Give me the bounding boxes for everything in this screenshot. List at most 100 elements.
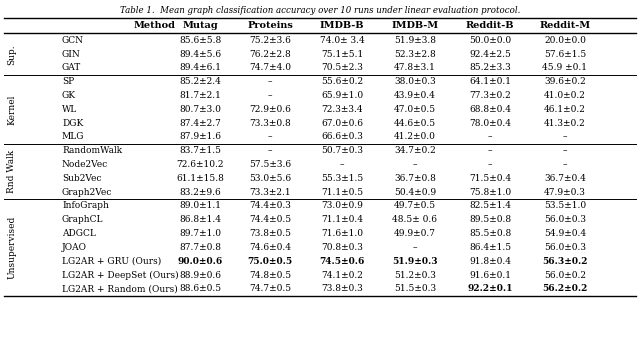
- Text: 53.0±5.6: 53.0±5.6: [249, 174, 291, 183]
- Text: 34.7±0.2: 34.7±0.2: [394, 146, 436, 155]
- Text: –: –: [563, 160, 567, 169]
- Text: Reddit-B: Reddit-B: [466, 22, 515, 30]
- Text: –: –: [488, 132, 492, 142]
- Text: RandomWalk: RandomWalk: [62, 146, 122, 155]
- Text: 41.0±0.2: 41.0±0.2: [544, 91, 586, 100]
- Text: 86.4±1.5: 86.4±1.5: [469, 243, 511, 252]
- Text: Reddit-M: Reddit-M: [540, 22, 591, 30]
- Text: 67.0±0.6: 67.0±0.6: [321, 119, 363, 128]
- Text: 88.6±0.5: 88.6±0.5: [179, 284, 221, 293]
- Text: Table 1.  Mean graph classification accuracy over 10 runs under linear evaluatio: Table 1. Mean graph classification accur…: [120, 6, 520, 15]
- Text: 74.1±0.2: 74.1±0.2: [321, 270, 363, 279]
- Text: 81.7±2.1: 81.7±2.1: [179, 91, 221, 100]
- Text: –: –: [563, 146, 567, 155]
- Text: 48.5± 0.6: 48.5± 0.6: [392, 215, 438, 224]
- Text: 89.4±5.6: 89.4±5.6: [179, 50, 221, 59]
- Text: LG2AR + Random (Ours): LG2AR + Random (Ours): [62, 284, 178, 293]
- Text: 50.4±0.9: 50.4±0.9: [394, 188, 436, 197]
- Text: 72.9±0.6: 72.9±0.6: [249, 105, 291, 114]
- Text: 71.5±0.4: 71.5±0.4: [469, 174, 511, 183]
- Text: 85.5±0.8: 85.5±0.8: [469, 229, 511, 238]
- Text: 89.4±6.1: 89.4±6.1: [179, 64, 221, 73]
- Text: 55.3±1.5: 55.3±1.5: [321, 174, 363, 183]
- Text: –: –: [488, 146, 492, 155]
- Text: 74.7±4.0: 74.7±4.0: [249, 64, 291, 73]
- Text: 75.2±3.6: 75.2±3.6: [249, 36, 291, 45]
- Text: MLG: MLG: [62, 132, 84, 142]
- Text: 92.2±0.1: 92.2±0.1: [467, 284, 513, 293]
- Text: 51.9±0.3: 51.9±0.3: [392, 257, 438, 266]
- Text: 77.3±0.2: 77.3±0.2: [469, 91, 511, 100]
- Text: 71.6±1.0: 71.6±1.0: [321, 229, 363, 238]
- Text: 53.5±1.0: 53.5±1.0: [544, 201, 586, 210]
- Text: 65.9±1.0: 65.9±1.0: [321, 91, 363, 100]
- Text: DGK: DGK: [62, 119, 83, 128]
- Text: Method: Method: [134, 22, 176, 30]
- Text: 74.4±0.5: 74.4±0.5: [249, 215, 291, 224]
- Text: 85.6±5.8: 85.6±5.8: [179, 36, 221, 45]
- Text: –: –: [268, 132, 272, 142]
- Text: 56.2±0.2: 56.2±0.2: [542, 284, 588, 293]
- Text: 38.0±0.3: 38.0±0.3: [394, 77, 436, 86]
- Text: 39.6±0.2: 39.6±0.2: [544, 77, 586, 86]
- Text: 41.3±0.2: 41.3±0.2: [544, 119, 586, 128]
- Text: ADGCL: ADGCL: [62, 229, 96, 238]
- Text: 74.4±0.3: 74.4±0.3: [249, 201, 291, 210]
- Text: –: –: [268, 91, 272, 100]
- Text: 54.9±0.4: 54.9±0.4: [544, 229, 586, 238]
- Text: 55.6±0.2: 55.6±0.2: [321, 77, 363, 86]
- Text: 70.5±2.3: 70.5±2.3: [321, 64, 363, 73]
- Text: 56.0±0.2: 56.0±0.2: [544, 270, 586, 279]
- Text: 70.8±0.3: 70.8±0.3: [321, 243, 363, 252]
- Text: 52.3±2.8: 52.3±2.8: [394, 50, 436, 59]
- Text: 73.3±0.8: 73.3±0.8: [249, 119, 291, 128]
- Text: 36.7±0.8: 36.7±0.8: [394, 174, 436, 183]
- Text: 91.6±0.1: 91.6±0.1: [469, 270, 511, 279]
- Text: 36.7±0.4: 36.7±0.4: [544, 174, 586, 183]
- Text: 57.5±3.6: 57.5±3.6: [249, 160, 291, 169]
- Text: 57.6±1.5: 57.6±1.5: [544, 50, 586, 59]
- Text: 68.8±0.4: 68.8±0.4: [469, 105, 511, 114]
- Text: 90.0±0.6: 90.0±0.6: [177, 257, 223, 266]
- Text: 91.8±0.4: 91.8±0.4: [469, 257, 511, 266]
- Text: –: –: [268, 77, 272, 86]
- Text: 92.4±2.5: 92.4±2.5: [469, 50, 511, 59]
- Text: 46.1±0.2: 46.1±0.2: [544, 105, 586, 114]
- Text: 20.0±0.0: 20.0±0.0: [544, 36, 586, 45]
- Text: 73.8±0.5: 73.8±0.5: [249, 229, 291, 238]
- Text: 83.2±9.6: 83.2±9.6: [179, 188, 221, 197]
- Text: Mutag: Mutag: [182, 22, 218, 30]
- Text: Kernel: Kernel: [8, 94, 17, 125]
- Text: –: –: [340, 160, 344, 169]
- Text: 47.8±3.1: 47.8±3.1: [394, 64, 436, 73]
- Text: –: –: [488, 160, 492, 169]
- Text: 50.7±0.3: 50.7±0.3: [321, 146, 363, 155]
- Text: 71.1±0.4: 71.1±0.4: [321, 215, 363, 224]
- Text: SP: SP: [62, 77, 74, 86]
- Text: IMDB-B: IMDB-B: [320, 22, 364, 30]
- Text: GIN: GIN: [62, 50, 81, 59]
- Text: 86.8±1.4: 86.8±1.4: [179, 215, 221, 224]
- Text: Sub2Vec: Sub2Vec: [62, 174, 102, 183]
- Text: 75.8±1.0: 75.8±1.0: [469, 188, 511, 197]
- Text: 74.7±0.5: 74.7±0.5: [249, 284, 291, 293]
- Text: 49.9±0.7: 49.9±0.7: [394, 229, 436, 238]
- Text: Unsupervised: Unsupervised: [8, 216, 17, 279]
- Text: 56.0±0.3: 56.0±0.3: [544, 243, 586, 252]
- Text: Node2Vec: Node2Vec: [62, 160, 108, 169]
- Text: 74.5±0.6: 74.5±0.6: [319, 257, 365, 266]
- Text: 74.6±0.4: 74.6±0.4: [249, 243, 291, 252]
- Text: 76.2±2.8: 76.2±2.8: [249, 50, 291, 59]
- Text: Graph2Vec: Graph2Vec: [62, 188, 113, 197]
- Text: 61.1±15.8: 61.1±15.8: [176, 174, 224, 183]
- Text: GK: GK: [62, 91, 76, 100]
- Text: 82.5±1.4: 82.5±1.4: [469, 201, 511, 210]
- Text: 72.6±10.2: 72.6±10.2: [176, 160, 224, 169]
- Text: GCN: GCN: [62, 36, 84, 45]
- Text: 87.9±1.6: 87.9±1.6: [179, 132, 221, 142]
- Text: 83.7±1.5: 83.7±1.5: [179, 146, 221, 155]
- Text: 89.7±1.0: 89.7±1.0: [179, 229, 221, 238]
- Text: 49.7±0.5: 49.7±0.5: [394, 201, 436, 210]
- Text: LG2AR + GRU (Ours): LG2AR + GRU (Ours): [62, 257, 161, 266]
- Text: –: –: [268, 146, 272, 155]
